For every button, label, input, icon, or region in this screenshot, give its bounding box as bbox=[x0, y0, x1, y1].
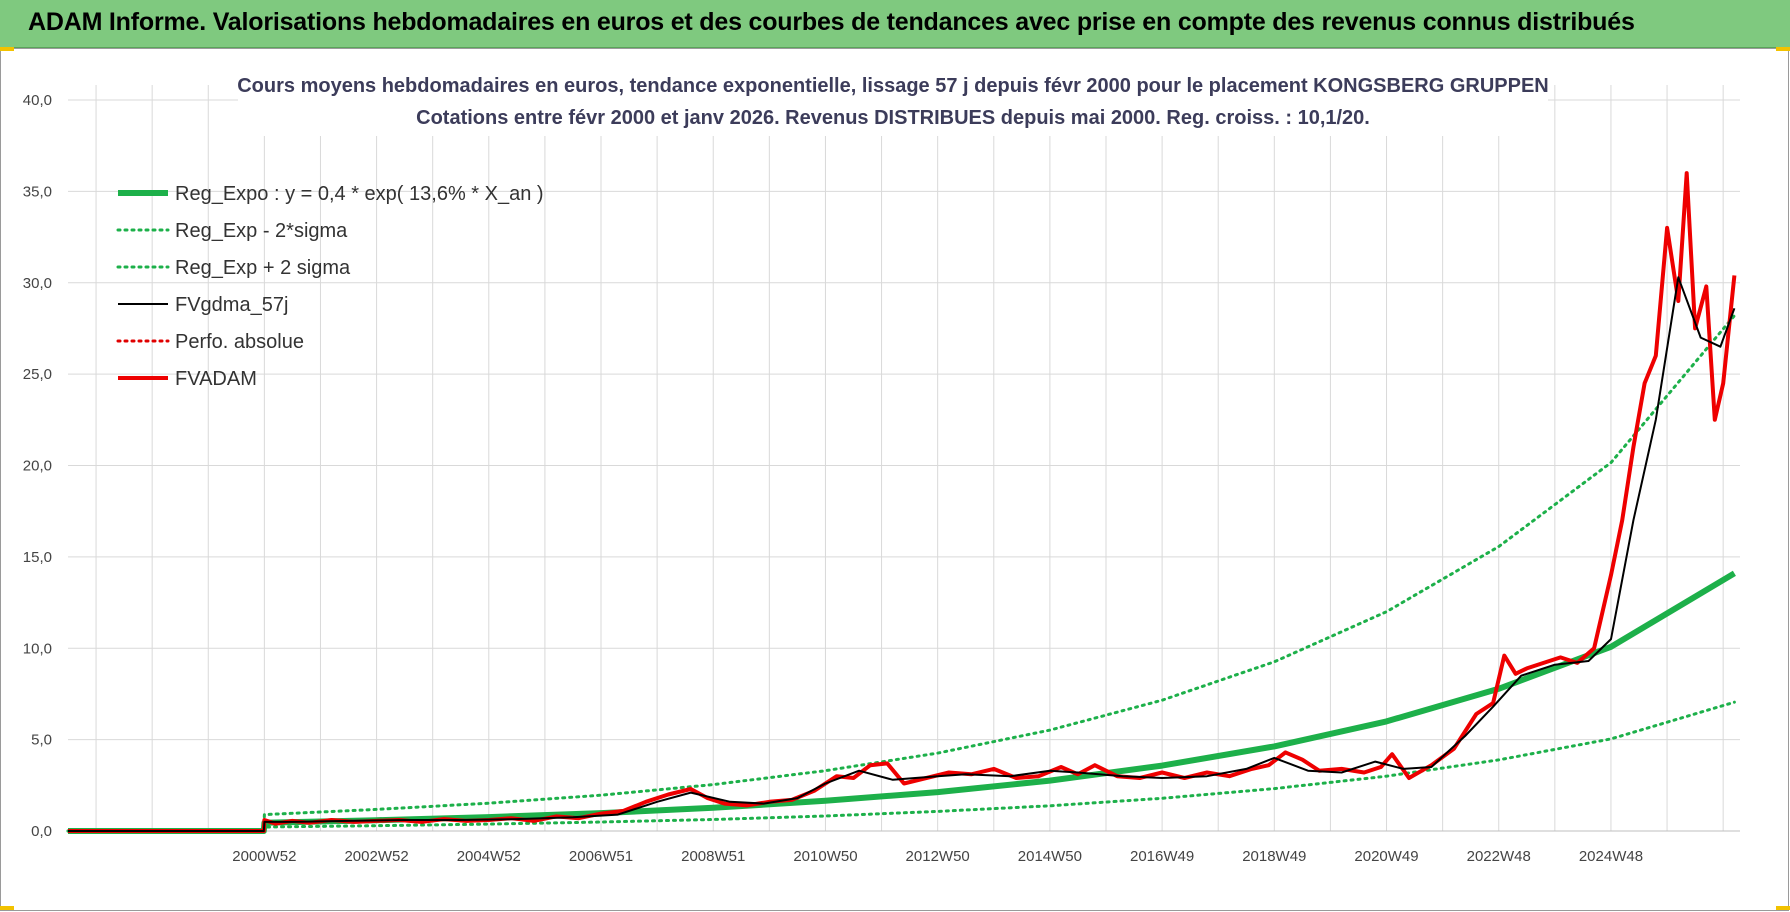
y-tick-label: 0,0 bbox=[31, 823, 52, 840]
legend-label: Reg_Exp - 2*sigma bbox=[175, 220, 348, 242]
y-tick-label: 5,0 bbox=[31, 732, 52, 749]
x-tick-label: 2022W48 bbox=[1467, 848, 1531, 865]
series-layer bbox=[66, 171, 1737, 834]
series-line-2 bbox=[66, 314, 1736, 833]
series-line-0 bbox=[68, 570, 1736, 834]
report-banner: ADAM Informe. Valorisations hebdomadaire… bbox=[0, 0, 1790, 48]
x-tick-label: 2012W50 bbox=[906, 848, 970, 865]
banner-title: ADAM Informe. Valorisations hebdomadaire… bbox=[28, 8, 1635, 36]
axis-labels: 0,0 5,0 10,0 15,0 20,0 25,0 30,0 35,0 40,0 2000W5… bbox=[23, 92, 1643, 865]
y-tick-label: 35,0 bbox=[23, 183, 52, 200]
frame-corner-marker bbox=[1776, 906, 1790, 910]
x-tick-label: 2000W52 bbox=[232, 848, 296, 865]
legend-label: Perfo. absolue bbox=[175, 331, 304, 353]
legend-label: Reg_Expo : y = 0,4 * exp( 13,6% * X_an ) bbox=[175, 183, 544, 205]
legend-label: FVgdma_57j bbox=[175, 294, 288, 316]
series-line-3 bbox=[68, 276, 1736, 832]
y-tick-label: 40,0 bbox=[23, 92, 52, 109]
frame-corner-marker bbox=[0, 47, 14, 51]
x-tick-label: 2014W50 bbox=[1018, 848, 1082, 865]
chart-title-block: Cours moyens hebdomadaires en euros, ten… bbox=[237, 66, 1549, 136]
y-tick-label: 30,0 bbox=[23, 275, 52, 292]
frame-corner-marker bbox=[0, 906, 14, 910]
legend-label: FVADAM bbox=[175, 368, 257, 390]
legend-label: Reg_Exp + 2 sigma bbox=[175, 257, 351, 279]
chart-subtitle: Cotations entre févr 2000 et janv 2026. … bbox=[416, 107, 1370, 129]
chart-legend: Reg_Expo : y = 0,4 * exp( 13,6% * X_an )… bbox=[116, 183, 544, 390]
x-tick-label: 2016W49 bbox=[1130, 848, 1194, 865]
x-tick-label: 2002W52 bbox=[344, 848, 408, 865]
y-tick-label: 25,0 bbox=[23, 366, 52, 383]
chart-frame bbox=[0, 48, 1789, 911]
frame-corner-marker bbox=[1776, 47, 1790, 51]
series-line-1 bbox=[66, 700, 1736, 833]
title-background bbox=[238, 66, 1548, 136]
x-tick-label: 2008W51 bbox=[681, 848, 745, 865]
x-tick-label: 2010W50 bbox=[793, 848, 857, 865]
x-tick-label: 2024W48 bbox=[1579, 848, 1643, 865]
chart-title: Cours moyens hebdomadaires en euros, ten… bbox=[237, 75, 1549, 97]
x-tick-label: 2004W52 bbox=[457, 848, 521, 865]
x-tick-label: 2018W49 bbox=[1242, 848, 1306, 865]
y-tick-label: 20,0 bbox=[23, 458, 52, 475]
y-tick-label: 15,0 bbox=[23, 549, 52, 566]
x-tick-label: 2006W51 bbox=[569, 848, 633, 865]
y-tick-label: 10,0 bbox=[23, 640, 52, 657]
x-tick-label: 2020W49 bbox=[1354, 848, 1418, 865]
